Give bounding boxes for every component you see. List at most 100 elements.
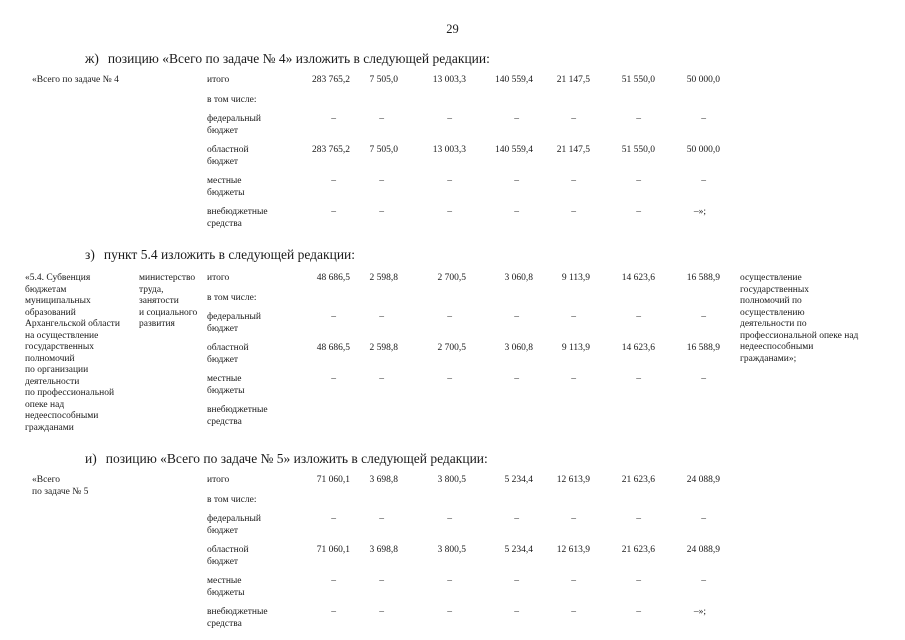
heading-text: позицию «Всего по задаче № 5» изложить в… [105, 451, 488, 466]
value-cell-1 [285, 95, 350, 107]
value-cell-5: – [571, 576, 576, 586]
value-cell-7: 16 588,9 [686, 343, 720, 353]
budget-row-label: федеральный бюджет [207, 114, 261, 136]
budget-row: областной бюджет 48 686,5 2 598,8 2 700,… [207, 343, 720, 366]
value-cell-2 [350, 405, 398, 428]
value-cell-2: – [379, 207, 384, 217]
value-cell-5 [533, 495, 590, 507]
budget-row-label: федеральный бюджет [207, 514, 261, 536]
heading-marker: и) [85, 451, 97, 466]
value-cell-6: – [636, 312, 641, 322]
executor-cell: министерство труда, занятости и социальн… [139, 273, 198, 329]
value-cell-2: 2 598,8 [369, 343, 399, 353]
budget-row-label: местные бюджеты [207, 176, 245, 198]
section-heading: ж) позицию «Всего по задаче № 4» изложить… [85, 51, 905, 66]
program-name-cell: «Всего по задаче № 5 [32, 475, 89, 497]
budget-row-label: итого [207, 475, 230, 485]
value-cell-4: 5 234,4 [504, 475, 534, 485]
value-cell-3: – [447, 176, 452, 186]
value-cell-1: – [331, 114, 336, 124]
value-cell-7: – [701, 176, 706, 186]
budget-row-label: внебюджетные средства [207, 607, 268, 629]
value-cell-5: – [571, 514, 576, 524]
value-cell-7: 16 588,9 [686, 273, 720, 283]
value-cell-5: – [571, 114, 576, 124]
value-cell-2: – [379, 312, 384, 322]
value-cell-7: – [701, 114, 706, 124]
budget-row-label: областной бюджет [207, 545, 249, 567]
value-cell-5 [533, 293, 590, 305]
heading-marker: з) [85, 247, 95, 262]
value-cell-4 [466, 405, 533, 428]
value-cell-2: – [379, 514, 384, 524]
value-cell-6: 51 550,0 [621, 75, 655, 85]
budget-row: в том числе: [207, 495, 720, 507]
amendment-table: «5.4. Субвенция бюджетам муниципальных о… [23, 273, 905, 434]
value-cell-6 [590, 95, 655, 107]
value-cell-6: – [636, 576, 641, 586]
value-cell-6: – [636, 207, 641, 217]
value-cell-1: – [331, 176, 336, 186]
value-cell-6: – [636, 514, 641, 524]
value-cell-6: 21 623,6 [621, 545, 655, 555]
value-cell-4: – [514, 312, 519, 322]
value-cell-6 [590, 293, 655, 305]
value-cell-1 [285, 405, 350, 428]
heading-text: пункт 5.4 изложить в следующей редакции: [103, 247, 356, 262]
value-cell-7: – [701, 312, 706, 322]
value-cell-2: – [379, 176, 384, 186]
value-cell-3: – [447, 374, 452, 384]
value-cell-6: 14 623,6 [621, 273, 655, 283]
value-cell-1: – [331, 207, 336, 217]
program-name-cell: «5.4. Субвенция бюджетам муниципальных о… [25, 273, 120, 433]
value-cell-6: – [636, 374, 641, 384]
value-cell-2: 3 698,8 [369, 475, 399, 485]
value-cell-4 [466, 293, 533, 305]
budget-row: федеральный бюджет – – – – – – – [207, 114, 720, 137]
budget-row: местные бюджеты – – – – – – – [207, 374, 720, 397]
value-cell-3: – [447, 514, 452, 524]
value-cell-2 [350, 293, 398, 305]
page-number: 29 [446, 22, 459, 36]
value-cell-1: 48 686,5 [316, 343, 350, 353]
budget-row: итого 48 686,5 2 598,8 2 700,5 3 060,8 9… [207, 273, 720, 285]
value-cell-2 [350, 95, 398, 107]
budget-row-label: внебюджетные средства [207, 207, 268, 229]
value-cell-5 [533, 95, 590, 107]
value-cell-4: 3 060,8 [504, 273, 534, 283]
budget-row: федеральный бюджет – – – – – – – [207, 514, 720, 537]
budget-row: внебюджетные средства – – – – – – –»; [207, 207, 720, 230]
value-cell-7: – [701, 514, 706, 524]
budget-rows: итого 48 686,5 2 598,8 2 700,5 3 060,8 9… [207, 273, 720, 428]
value-cell-7: –»; [693, 207, 706, 217]
value-cell-4: – [514, 207, 519, 217]
budget-row: местные бюджеты – – – – – – – [207, 176, 720, 199]
budget-row-label: в том числе: [207, 292, 257, 303]
value-cell-1: 283 765,2 [312, 75, 350, 85]
value-cell-4: 3 060,8 [504, 343, 534, 353]
note-cell: осуществление государственных полномочий… [740, 273, 859, 364]
amendment-table: «Всего по задаче № 5 итого 71 060,1 3 69… [23, 475, 905, 630]
value-cell-5: 21 147,5 [556, 145, 590, 155]
budget-row: федеральный бюджет – – – – – – – [207, 312, 720, 335]
amendment-section-zh: ж) позицию «Всего по задаче № 4» изложить… [23, 51, 905, 230]
value-cell-6 [590, 495, 655, 507]
budget-rows: итого 283 765,2 7 505,0 13 003,3 140 559… [207, 75, 720, 230]
value-cell-7: 24 088,9 [686, 475, 720, 485]
value-cell-5: 21 147,5 [556, 75, 590, 85]
value-cell-7: 24 088,9 [686, 545, 720, 555]
section-heading: з) пункт 5.4 изложить в следующей редакци… [85, 247, 905, 262]
value-cell-3: – [447, 207, 452, 217]
budget-row: областной бюджет 71 060,1 3 698,8 3 800,… [207, 545, 720, 568]
value-cell-5: 9 113,9 [561, 273, 590, 283]
budget-row-label: федеральный бюджет [207, 312, 261, 334]
value-cell-3: 2 700,5 [437, 273, 467, 283]
program-name-cell: «Всего по задаче № 4 [32, 75, 119, 85]
heading-text: позицию «Всего по задаче № 4» изложить в… [107, 51, 490, 66]
budget-row: областной бюджет 283 765,2 7 505,0 13 00… [207, 145, 720, 168]
value-cell-3: – [447, 576, 452, 586]
value-cell-7: 50 000,0 [686, 75, 720, 85]
value-cell-3: 3 800,5 [437, 545, 467, 555]
value-cell-3: 3 800,5 [437, 475, 467, 485]
value-cell-6: – [636, 607, 641, 617]
